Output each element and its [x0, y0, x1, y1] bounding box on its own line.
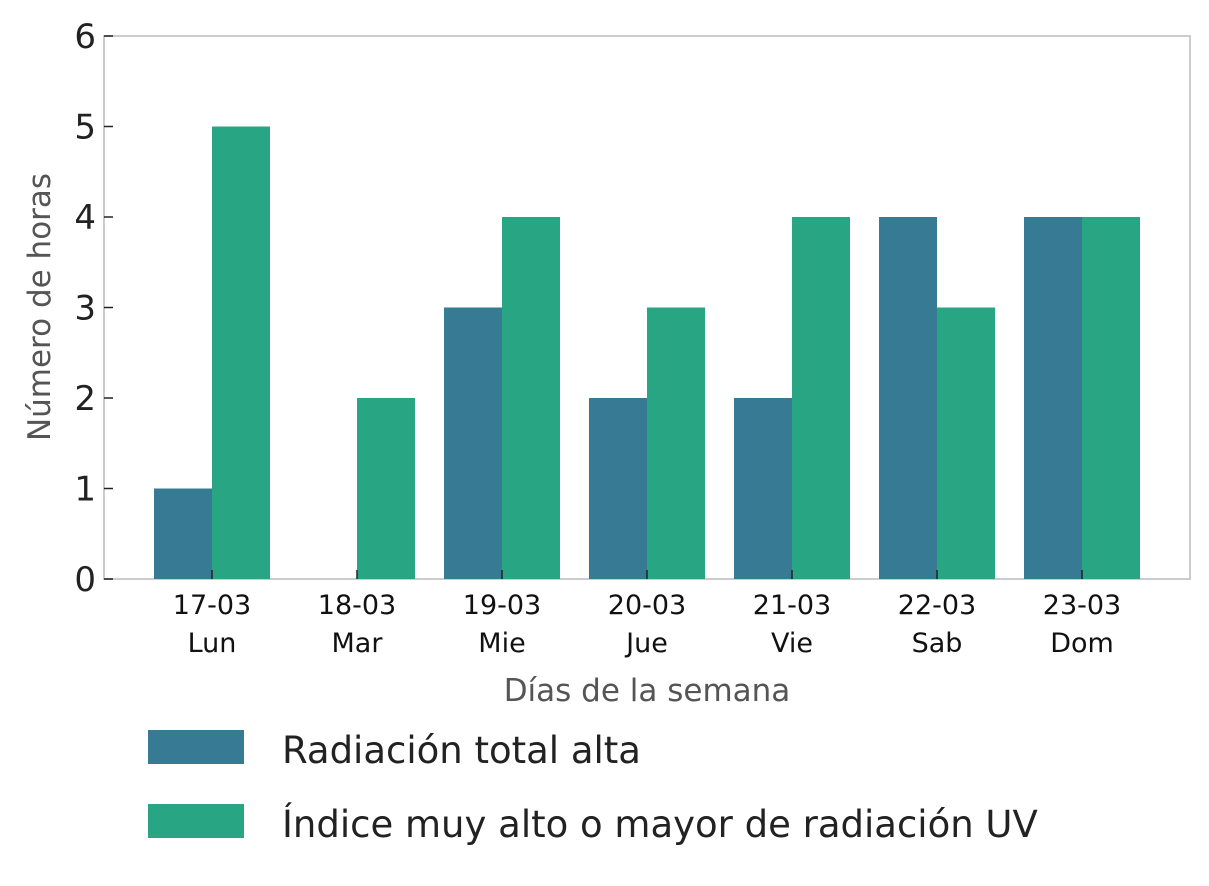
y-tick-label: 3	[74, 289, 96, 329]
x-tick-date: 23-03	[1043, 590, 1121, 621]
x-tick-date: 21-03	[753, 590, 831, 621]
x-tick-date: 17-03	[173, 590, 251, 621]
x-axis: 17-03 Lun 18-03 Mar 19-03 Mie 20-03 Jue 21-03 Vie…	[173, 570, 1121, 659]
y-tick-label: 1	[74, 470, 96, 510]
bar-indice-uv-jue	[647, 307, 705, 579]
x-tick-day: Lun	[188, 628, 237, 659]
x-tick-day: Dom	[1050, 628, 1114, 659]
legend-swatch-indice-uv	[148, 804, 244, 838]
x-tick-date: 22-03	[898, 590, 976, 621]
bar-radiacion-total-sab	[879, 217, 937, 579]
x-tick-date: 19-03	[463, 590, 541, 621]
bars	[154, 126, 1140, 579]
bar-indice-uv-mie	[502, 217, 560, 579]
x-axis-title: Días de la semana	[504, 673, 791, 709]
legend-swatch-radiacion-total	[148, 730, 244, 764]
x-tick-date: 18-03	[318, 590, 396, 621]
x-tick-day: Vie	[771, 628, 813, 659]
y-tick-label: 2	[74, 379, 96, 419]
legend-label-radiacion-total: Radiación total alta	[282, 729, 641, 772]
legend-label-indice-uv: Índice muy alto o mayor de radiación UV	[282, 802, 1038, 846]
bar-indice-uv-lun	[212, 126, 270, 579]
y-axis: 0 1 2 3 4 5 6	[74, 17, 113, 600]
y-tick-label: 4	[74, 198, 96, 238]
y-axis-title: Número de horas	[22, 173, 58, 441]
x-tick-day: Mar	[332, 628, 384, 659]
bar-radiacion-total-dom	[1024, 217, 1082, 579]
y-tick-label: 0	[74, 560, 96, 600]
bar-indice-uv-dom	[1082, 217, 1140, 579]
bar-radiacion-total-mie	[444, 307, 502, 579]
bar-indice-uv-sab	[937, 307, 995, 579]
bar-indice-uv-vie	[792, 217, 850, 579]
legend: Radiación total alta Índice muy alto o m…	[148, 729, 1038, 846]
x-tick-day: Mie	[478, 628, 525, 659]
bar-radiacion-total-lun	[154, 488, 212, 579]
y-tick-label: 6	[74, 17, 96, 57]
bar-radiacion-total-vie	[734, 398, 792, 579]
bar-radiacion-total-jue	[589, 398, 647, 579]
y-tick-label: 5	[74, 108, 96, 148]
x-tick-date: 20-03	[608, 590, 686, 621]
x-tick-day: Sab	[912, 628, 963, 659]
bar-indice-uv-mar	[357, 398, 415, 579]
x-tick-day: Jue	[624, 628, 668, 659]
